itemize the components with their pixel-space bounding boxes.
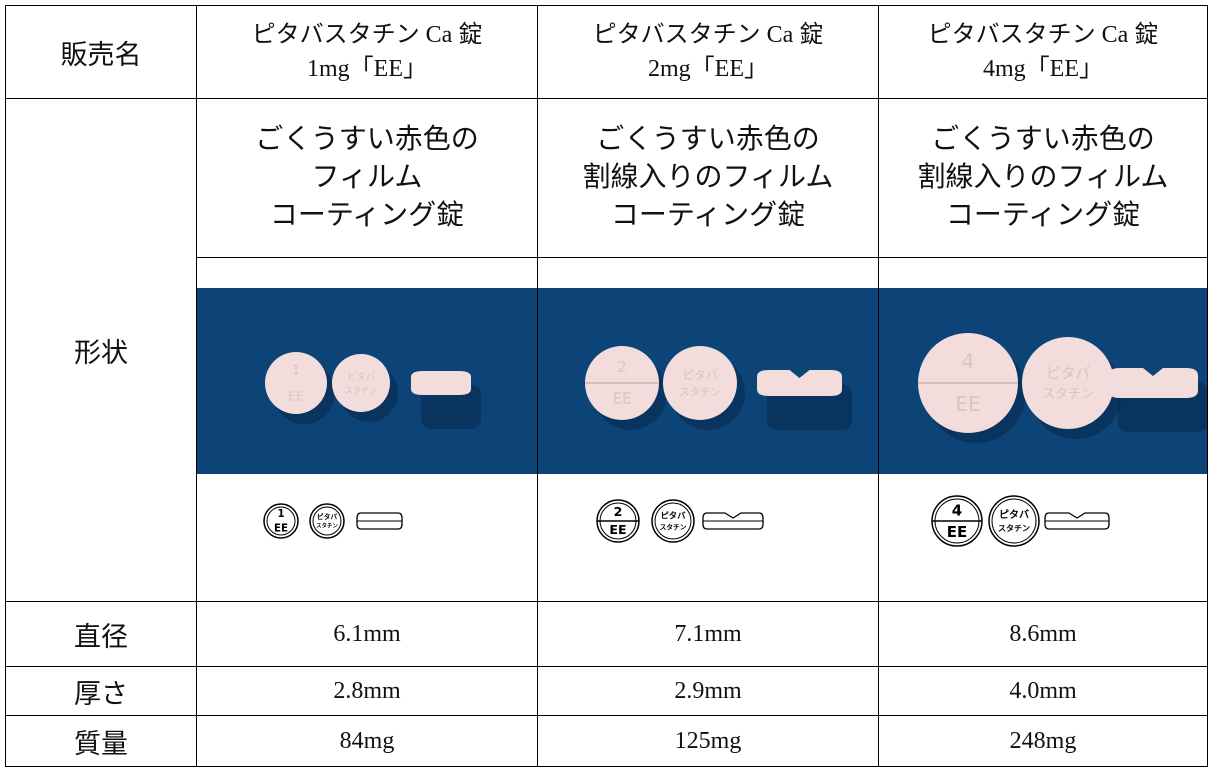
diagram-imprint: ピタバ [317,512,338,521]
description-line: 割線入りのフィルム [582,162,834,193]
product: ピタバスタチン Ca 錠 4mg「EE」 [878,5,1208,99]
description-line: ごくうすい赤色の [255,124,479,155]
spec-value: 248mg [878,715,1208,767]
shape-description: ごくうすい赤色の フィルムコーティング錠 [196,98,538,258]
imprint: スタチン [679,386,720,398]
header-row: 販売名 ピタバスタチン Ca 錠 1mg「EE」 ピタバスタチン Ca 錠 2mg「… [5,5,1208,99]
diagram-imprint: EE [274,524,288,535]
diagram-imprint: 4 [952,502,962,520]
spec-row: 厚さ 2.8mm 2.9mm 4.0mm [5,666,1208,716]
imprint: 2 [617,359,626,376]
product-strength: 4mg「EE」 [983,56,1103,82]
imprint: EE [288,388,304,403]
spec-value: 2.8mm [196,666,538,716]
spec-value: 7.1mm [537,601,879,667]
diagram-imprint: ピタバ [999,509,1029,521]
spec-label: 厚さ [5,666,197,716]
product-name: ピタバスタチン Ca 錠 [927,22,1159,48]
imprint: 4 [962,350,975,374]
diagram-back-inner [312,506,342,536]
diagram-front [263,503,299,539]
spec-value: 2.9mm [537,666,879,716]
product-name: ピタバスタチン Ca 錠 [592,22,824,48]
spec-row: 質量 84mg 125mg 248mg [5,715,1208,767]
diagram-front-inner [266,506,296,536]
imprint: ピタバ [1046,365,1090,382]
product-strength: 2mg「EE」 [648,56,768,82]
diagram-imprint: EE [947,523,968,541]
description-line: フィルム [311,162,423,193]
shape-label: 形状 [5,98,197,602]
shape-description: ごくうすい赤色の 割線入りのフィルム コーティング錠 [878,98,1208,258]
shape-image-cell: 2 EE ピタバ スタチン 2 EE ピタバ スタチン [537,257,879,602]
diagram-imprint: スタチン [660,522,687,531]
shape-image-cell: 1 EE ピタバ スタチン 1 EE ピタバ スタチン [196,257,538,602]
diagram-back [651,499,695,543]
spec-value: 125mg [537,715,879,767]
product: ピタバスタチン Ca 錠 1mg「EE」 [196,5,538,99]
diagram-imprint: 2 [614,504,623,519]
description-row: 形状 ごくうすい赤色の フィルム コーティング錠 ごくうすい赤色の 割線入りのフィルムコ… [5,98,1208,602]
tablet-side [1108,368,1198,398]
imprint: スタチン [345,385,377,395]
shape-description: ごくうすい赤色の 割線入りのフィルム コーティング錠 [537,98,879,258]
tablet-front [265,352,327,414]
tablet-side [757,370,842,396]
spec-label: 直径 [5,601,197,667]
header-label: 販売名 [5,5,197,99]
product-strength: 1mg「EE」 [307,56,427,82]
description-line: コーティング錠 [269,200,465,231]
description-line: ごくうすい赤色の [596,124,820,155]
tablet-side-shadow [421,385,481,429]
spec-row: 直径 6.1mm 7.1mm 8.6mm [5,601,1208,667]
diagram-back [988,495,1040,547]
diagram-imprint: スタチン [998,523,1030,533]
diagram-imprint: 1 [277,509,284,520]
tablet-side [411,371,471,395]
diagram-back-inner [991,498,1037,544]
shape-image-cell: 4 EE ピタバ スタチン 4 EE ピタバ スタチン [878,257,1208,602]
product: ピタバスタチン Ca 錠 2mg「EE」 [537,5,879,99]
tablet-back [663,346,737,420]
description-line: コーティング錠 [610,200,806,231]
diagram-imprint: EE [609,522,626,537]
diagram-back-inner [654,502,692,540]
spec-value: 84mg [196,715,538,767]
imprint: ピタバ [682,368,718,382]
imprint: EE [613,391,632,408]
tablet-back [1022,337,1114,429]
product-name: ピタバスタチン Ca 錠 [251,22,483,48]
imprint: ピタバ [347,372,375,383]
spec-value: 6.1mm [196,601,538,667]
tablet-back [332,354,390,412]
diagram-back [309,503,345,539]
imprint: EE [955,392,980,416]
description-line: 割線入りのフィルム [917,162,1169,193]
description-line: コーティング錠 [945,200,1141,231]
diagram-imprint: スタチン [316,522,338,530]
image-row: 1 EE ピタバ スタチン 1 EE ピタバ スタチン 2 EE ピタバ スタチン 2 EE ピタバ スタチン… [6,257,1208,602]
spec-value: 4.0mm [878,666,1208,716]
spec-value: 8.6mm [878,601,1208,667]
spec-table: 販売名 ピタバスタチン Ca 錠 1mg「EE」 ピタバスタチン Ca 錠 2mg「… [5,5,1208,767]
imprint: 1 [292,362,300,377]
spec-label: 質量 [5,715,197,767]
description-line: ごくうすい赤色の [931,124,1155,155]
diagram-imprint: ピタバ [660,510,686,520]
imprint: スタチン [1042,387,1094,402]
